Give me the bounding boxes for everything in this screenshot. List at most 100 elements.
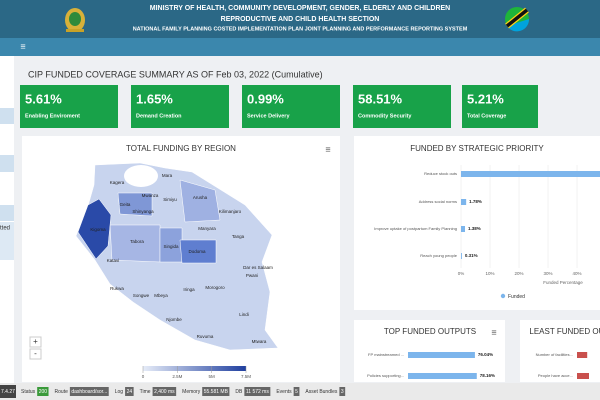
x-tick-label: 20%	[514, 271, 523, 276]
panel-title: FUNDED BY STRATEGIC PRIORITY	[410, 144, 544, 153]
toolbar-badge	[125, 387, 134, 396]
summary-card	[20, 85, 118, 128]
legend-marker	[500, 293, 506, 299]
toolbar-badge-text[interactable]: 55.581 MB	[204, 389, 229, 395]
sidebar-item[interactable]	[0, 222, 14, 260]
category-label: Address social norms	[419, 199, 457, 204]
sidebar-text: tted	[0, 226, 10, 232]
toolbar-badge-text[interactable]: 2,400 ms	[154, 389, 175, 395]
toolbar-label[interactable]: Time	[140, 389, 151, 395]
bar	[461, 199, 467, 205]
toolbar-label[interactable]: Status	[21, 389, 36, 395]
bar	[461, 226, 466, 232]
zoom-out[interactable]	[29, 348, 42, 360]
toolbar-label[interactable]: Asset Bundles	[305, 389, 337, 395]
toolbar-badge-text[interactable]: 5	[295, 389, 298, 395]
sidebar-item[interactable]	[0, 155, 14, 172]
header-line: REPRODUCTIVE AND CHILD HEALTH SECTION	[221, 16, 380, 23]
sidebar-item[interactable]	[0, 108, 14, 124]
region-label: Njombe	[166, 317, 182, 322]
region-label: Mtwara	[252, 339, 267, 344]
toolbar-label[interactable]: Log	[115, 389, 124, 395]
bar	[408, 373, 477, 379]
toolbar-label[interactable]: Memory	[182, 389, 201, 395]
toolbar-label[interactable]: Events	[276, 389, 292, 395]
debug-toolbar	[0, 383, 600, 400]
card-label: Enabling Enviroment	[25, 113, 80, 119]
toolbar-badge-text[interactable]: 11 572 ms	[246, 389, 269, 395]
header-band	[0, 0, 600, 38]
value-label: 78.16%	[480, 373, 495, 378]
card-value: 58.51%	[358, 91, 403, 106]
x-axis-title: Funded Percentage	[543, 280, 583, 285]
region-label: Singida	[163, 244, 179, 249]
summary-card	[462, 85, 538, 128]
category-label: Number of facilities...	[536, 352, 573, 357]
toolbar-badge	[37, 387, 49, 396]
bar	[461, 171, 600, 177]
panel-menu[interactable]: ≡	[325, 144, 330, 154]
toolbar-badge	[69, 387, 109, 396]
region-label: Mwanza	[142, 193, 159, 198]
menu-toggle[interactable]: ≡	[20, 41, 25, 51]
bar	[577, 373, 589, 379]
panel	[354, 136, 600, 310]
panel	[520, 320, 600, 382]
region-label: Iringa	[183, 287, 195, 292]
panel-title: LEAST FUNDED OUTPUTS	[529, 327, 600, 336]
x-tick-label: 40%	[572, 271, 581, 276]
category-label: FP mainstreamed ...	[368, 352, 404, 357]
value-label: 1.78%	[469, 199, 482, 204]
card-value: 0.99%	[247, 91, 284, 106]
region-label: Geita	[120, 202, 131, 207]
card-value: 5.21%	[467, 91, 504, 106]
card-value: 5.61%	[25, 91, 62, 106]
toolbar-label[interactable]: DB	[235, 389, 243, 395]
nav-bar	[0, 38, 600, 56]
panel	[354, 320, 505, 382]
toolbar-version	[0, 385, 16, 398]
legend-label: Funded	[508, 294, 525, 300]
toolbar-badge	[202, 387, 230, 396]
flag	[505, 7, 530, 32]
panel-title: TOP FUNDED OUTPUTS	[384, 327, 476, 336]
summary-title: CIP FUNDED COVERAGE SUMMARY AS OF Feb 03…	[28, 69, 323, 79]
emblem	[65, 8, 85, 32]
header-line: NATIONAL FAMILY PLANNING COSTED IMPLEMEN…	[133, 26, 468, 32]
region-label: Songwe	[133, 293, 150, 298]
region-label: Manyara	[198, 226, 216, 231]
card-value: 1.65%	[136, 91, 173, 106]
x-tick-label: 0%	[458, 271, 465, 276]
legend-tick-label: 7.5M	[241, 374, 251, 379]
panel-menu[interactable]: ≡	[491, 327, 496, 337]
region-label: Katavi	[107, 258, 120, 263]
sidebar-item[interactable]	[0, 205, 14, 221]
region-label: Dar es Salaam	[243, 265, 273, 270]
toolbar-badge-text[interactable]: 200	[39, 389, 48, 395]
card-label: Total Coverage	[467, 113, 506, 119]
region-label: Lindi	[239, 312, 249, 317]
map	[75, 162, 279, 351]
card-label: Commodity Security	[358, 113, 412, 119]
region-label: Kilimanjaro	[219, 209, 242, 214]
zoom-in-label[interactable]: +	[33, 337, 38, 346]
toolbar-badge-text[interactable]: dashboard/sor...	[71, 389, 107, 395]
region-label: Tanga	[232, 234, 245, 239]
zoom-out-label[interactable]: -	[34, 349, 37, 358]
value-label: 1.38%	[468, 226, 481, 231]
region-label: Dodoma	[188, 249, 206, 254]
bar	[408, 352, 475, 358]
toolbar-badge	[293, 387, 300, 396]
legend-tick-label: 5M	[209, 374, 216, 379]
region-label: Rukwa	[110, 286, 124, 291]
summary-card	[242, 85, 340, 128]
toolbar-label[interactable]: Route	[55, 389, 69, 395]
toolbar-badge	[339, 387, 346, 396]
x-tick-label: 10%	[485, 271, 494, 276]
zoom-in[interactable]	[29, 336, 42, 348]
toolbar-badge-text[interactable]: 24	[127, 389, 133, 395]
toolbar-badge-text[interactable]: 3	[341, 389, 344, 395]
x-tick-label: 30%	[543, 271, 552, 276]
